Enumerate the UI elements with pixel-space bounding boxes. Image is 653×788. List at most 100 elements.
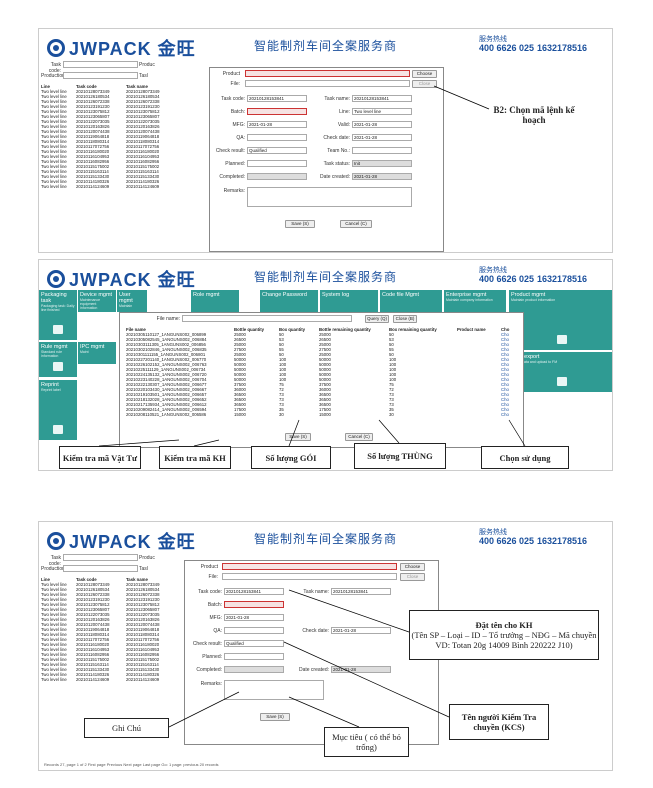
- tile-user-mgmt[interactable]: User mgmt Maintain: [117, 290, 147, 312]
- qa-input[interactable]: [247, 134, 307, 141]
- file-input[interactable]: [222, 573, 397, 580]
- table-row[interactable]: Two level line 20210114124609 202101141246…: [41, 184, 176, 189]
- tile-packaging-task[interactable]: Packaging task Packaging task: Daily line…: [39, 290, 77, 340]
- tile-enterprise-mgmt[interactable]: Enterprise mgmt Maintain company informat…: [444, 290, 506, 312]
- choose-link[interactable]: Cho: [501, 342, 509, 347]
- file-name-input[interactable]: [182, 315, 352, 322]
- choose-link[interactable]: Cho: [501, 382, 509, 387]
- task-name-input[interactable]: 20210128153841: [352, 95, 412, 102]
- task-code-input[interactable]: 20210128153841: [247, 95, 307, 102]
- table-row[interactable]: Two level line 20210116104953 202101161049…: [41, 154, 176, 159]
- tile-code-file-mgmt[interactable]: Code file Mgmt: [380, 290, 442, 312]
- table-row[interactable]: Two level line 20210122073035 202101220730…: [41, 612, 176, 617]
- table-row[interactable]: 20210226102152_1ANGUNS002_006763 50000 100…: [126, 362, 518, 367]
- task-name-input[interactable]: 20210128153841: [331, 588, 391, 595]
- file-input[interactable]: [245, 80, 410, 87]
- table-row[interactable]: Two level line 20210115133430 202101151334…: [41, 174, 176, 179]
- choose-link[interactable]: Cho: [501, 362, 509, 367]
- table-row[interactable]: 20210301111155_1ANGUNS002_006801 25000 50 2…: [126, 352, 518, 357]
- table-row[interactable]: Two level line 20210114124609 202101141246…: [41, 677, 176, 682]
- tile-change-password[interactable]: Change Password: [260, 290, 318, 312]
- cancel-button[interactable]: Cancel (C): [340, 220, 372, 228]
- table-row[interactable]: Two level line 20210123191230 202101231912…: [41, 597, 176, 602]
- choose-link[interactable]: Cho: [501, 402, 509, 407]
- filter-task-code-input[interactable]: [63, 554, 138, 561]
- choose-link[interactable]: Cho: [501, 372, 509, 377]
- batch-input[interactable]: [247, 108, 307, 115]
- table-row[interactable]: Two level line 20210116082956 202101160829…: [41, 652, 176, 657]
- qa-input[interactable]: [224, 627, 284, 634]
- table-row[interactable]: Two level line 20210115163114 202101151631…: [41, 169, 176, 174]
- table-row[interactable]: 20210302102846_1ANGUNS002_006835 27500 55 2…: [126, 347, 518, 352]
- table-row[interactable]: Two level line 20210128073349 202101280733…: [41, 582, 176, 587]
- table-row[interactable]: Two level line 20210126072338 202101260723…: [41, 99, 176, 104]
- valid-date-input[interactable]: 2021-01-28: [352, 121, 412, 128]
- line-select[interactable]: Two level line: [352, 108, 412, 115]
- table-row[interactable]: Two level line 20210122073035 202101220730…: [41, 119, 176, 124]
- task-status-select[interactable]: Init: [352, 160, 412, 167]
- table-row[interactable]: Two level line 20210117072756 202101170727…: [41, 144, 176, 149]
- choose-link[interactable]: Cho: [501, 352, 509, 357]
- table-row[interactable]: Two level line 20210123065807 202101230658…: [41, 607, 176, 612]
- cancel-button[interactable]: Cancel (C): [345, 433, 373, 441]
- close-button[interactable]: Close (B): [393, 315, 417, 323]
- table-row[interactable]: 20210208110521_1ANGUNS002_006586 15000 30 1…: [126, 412, 518, 417]
- product-input[interactable]: [245, 70, 410, 77]
- table-row[interactable]: 20210219103501_1ANGUNS002_006657 36500 73 3…: [126, 392, 518, 397]
- choose-link[interactable]: Cho: [501, 412, 509, 417]
- table-row[interactable]: 20210209082414_1ANGUNS002_006594 17500 35 1…: [126, 407, 518, 412]
- tile-system-log[interactable]: System log: [320, 290, 378, 312]
- tile-product-mgmt[interactable]: Product mgmt Maintain product information: [509, 290, 612, 350]
- table-row[interactable]: 20210305110127_1ANGUNS002_006899 25000 50 2…: [126, 332, 518, 337]
- choose-link[interactable]: Cho: [501, 347, 509, 352]
- table-row[interactable]: Two level line 20210123191230 202101231912…: [41, 104, 176, 109]
- table-row[interactable]: Two level line 20210115175002 202101151750…: [41, 657, 176, 662]
- table-row[interactable]: 20210218132028_1ANGUNS002_006652 36500 73 3…: [126, 397, 518, 402]
- table-row[interactable]: Two level line 20210119064818 202101190648…: [41, 627, 176, 632]
- tile-data-export[interactable]: Data export Export data and upload to FM: [509, 352, 612, 392]
- table-row[interactable]: Two level line 20210117072756 202101170727…: [41, 637, 176, 642]
- table-row[interactable]: 20210223140228_1ANGUNS002_006704 50000 100…: [126, 377, 518, 382]
- save-button[interactable]: Save (S): [285, 433, 311, 441]
- table-row[interactable]: Two level line 20210118080314 202101180803…: [41, 632, 176, 637]
- save-button[interactable]: Save (S): [285, 220, 315, 228]
- product-input[interactable]: [222, 563, 397, 570]
- table-row[interactable]: Two level line 20210120074438 202101200744…: [41, 129, 176, 134]
- table-row[interactable]: Two level line 20210115163114 202101151631…: [41, 662, 176, 667]
- team-select[interactable]: [352, 147, 412, 154]
- planned-input[interactable]: [224, 653, 284, 660]
- choose-link[interactable]: Cho: [501, 337, 509, 342]
- batch-input[interactable]: [224, 601, 284, 608]
- tile-device-mgmt[interactable]: Device mgmt Maintenance equipment informa…: [78, 290, 116, 312]
- choose-link[interactable]: Cho: [501, 357, 509, 362]
- choose-link[interactable]: Cho: [501, 367, 509, 372]
- check-result-select[interactable]: Qualified: [224, 640, 284, 647]
- choose-link[interactable]: Cho: [501, 377, 509, 382]
- table-row[interactable]: Two level line 20210123075812 202101230758…: [41, 109, 176, 114]
- table-row[interactable]: Two level line 20210120163826 202101201638…: [41, 617, 176, 622]
- table-row[interactable]: Two level line 20210116104953 202101161049…: [41, 647, 176, 652]
- table-row[interactable]: Two level line 20210123065807 202101230658…: [41, 114, 176, 119]
- table-row[interactable]: Two level line 20210120163826 202101201638…: [41, 124, 176, 129]
- close-button[interactable]: Close: [400, 573, 425, 581]
- table-row[interactable]: Two level line 20210128073349 202101280733…: [41, 89, 176, 94]
- table-row[interactable]: Two level line 20210115133430 202101151334…: [41, 667, 176, 672]
- date-created-input[interactable]: 2021-01-28: [352, 173, 412, 180]
- mfg-date-input[interactable]: 2021-01-28: [247, 121, 307, 128]
- save-button[interactable]: Save (S): [260, 713, 290, 721]
- filter-production-input[interactable]: [63, 565, 138, 572]
- choose-link[interactable]: Cho: [501, 392, 509, 397]
- tile-reprint[interactable]: Reprint Reprint label: [39, 380, 77, 440]
- task-code-input[interactable]: 20210128153841: [224, 588, 284, 595]
- table-row[interactable]: Two level line 20210114180326 202101141803…: [41, 672, 176, 677]
- choose-link[interactable]: Cho: [501, 407, 509, 412]
- table-row[interactable]: Two level line 20210116180020 202101161800…: [41, 149, 176, 154]
- choose-link[interactable]: Cho: [501, 332, 509, 337]
- choose-button[interactable]: Choose: [412, 70, 437, 78]
- filter-task-code-input[interactable]: [63, 61, 138, 68]
- table-row[interactable]: 20210305082545_1ANGUNS002_006884 26500 53 2…: [126, 337, 518, 342]
- table-row[interactable]: 20210224135132_1ANGUNS002_006720 50000 100…: [126, 372, 518, 377]
- table-row[interactable]: Two level line 20210123075812 202101230758…: [41, 602, 176, 607]
- table-row[interactable]: Two level line 20210119064818 202101190648…: [41, 134, 176, 139]
- date-created-input[interactable]: 2021-01-28: [331, 666, 391, 673]
